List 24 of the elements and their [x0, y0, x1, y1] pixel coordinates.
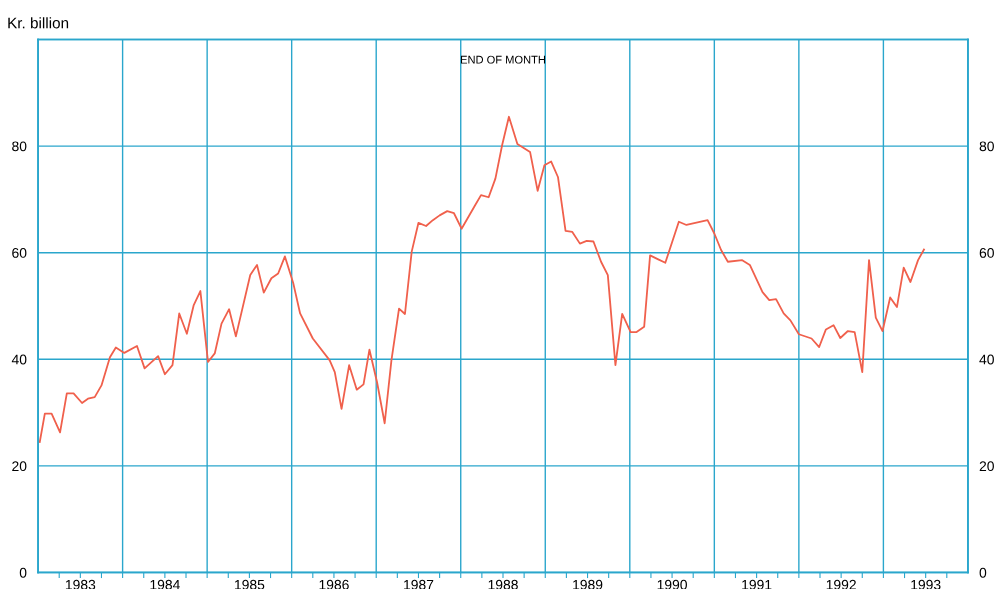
y2-tick-label: 0 [979, 567, 987, 578]
line-series [38, 115, 925, 443]
x-tick-label: 1993 [911, 579, 941, 589]
y2-tick-label: 80 [979, 141, 994, 152]
y-axis-title: Kr. billion [8, 17, 69, 29]
x-tick-label: 1984 [150, 579, 180, 589]
x-tick-label: 1991 [742, 579, 772, 589]
y2-tick-label: 40 [979, 354, 994, 365]
annotation: END OF MONTH [461, 55, 545, 64]
x-tick-label: 1989 [573, 579, 603, 589]
y-tick-label: 60 [12, 248, 27, 258]
x-tick-label: 1986 [319, 579, 349, 589]
y-tick-label: 20 [12, 461, 27, 472]
y2-tick-label: 60 [979, 248, 994, 258]
x-tick-label: 1987 [404, 579, 434, 589]
y-tick-label: 80 [12, 141, 27, 152]
y2-tick-label: 20 [979, 461, 994, 472]
y-tick-label: 0 [19, 567, 27, 578]
x-tick-label: 1985 [235, 579, 265, 589]
y-tick-label: 40 [11, 354, 27, 365]
x-tick-label: 1988 [488, 579, 518, 589]
x-tick-label: 1992 [826, 579, 856, 589]
x-tick-label: 1983 [65, 579, 96, 589]
x-tick-label: 1990 [657, 579, 687, 589]
